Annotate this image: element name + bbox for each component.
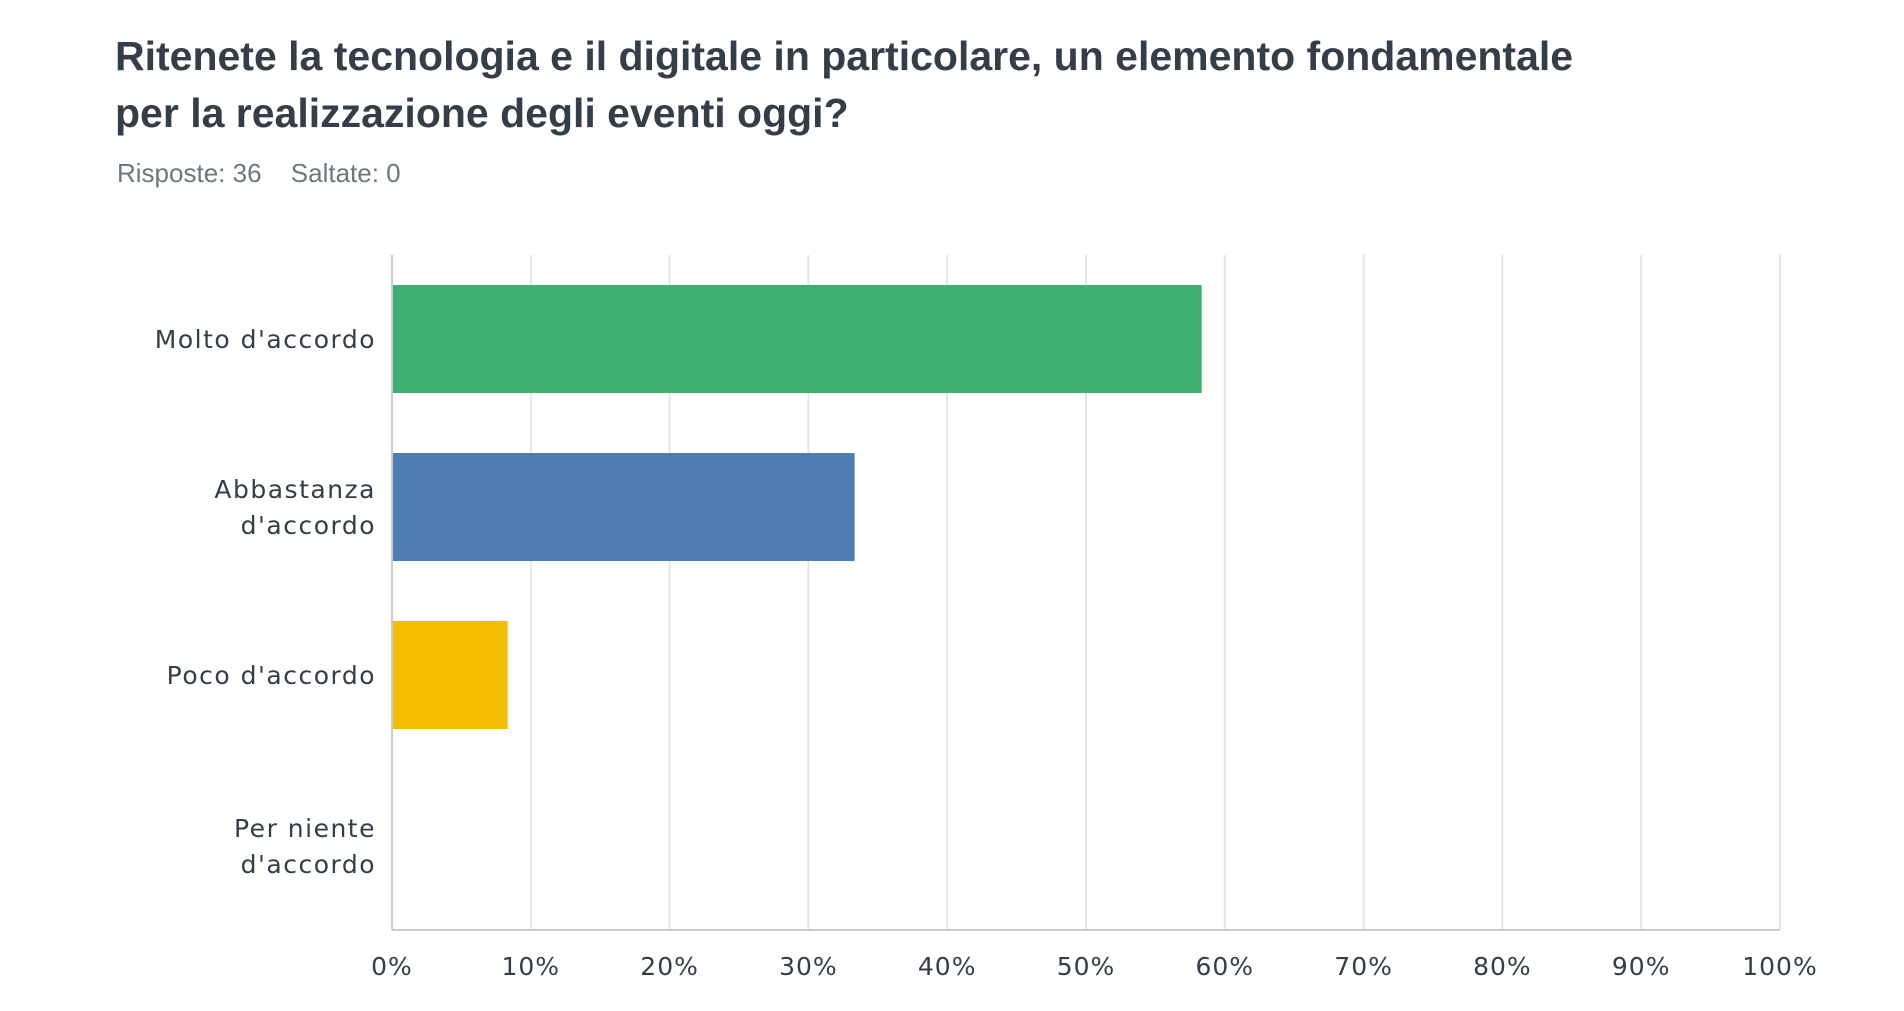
category-label-line: d'accordo — [241, 850, 376, 879]
x-tick-label: 20% — [640, 952, 699, 981]
bar-0 — [392, 285, 1202, 393]
x-tick-label: 90% — [1612, 952, 1671, 981]
category-label-line: Abbastanza — [214, 475, 376, 504]
bars — [392, 285, 1202, 729]
skipped-count: Saltate: 0 — [290, 158, 401, 188]
category-labels: Molto d'accordo Abbastanza d'accordo Poco d… — [155, 325, 376, 879]
category-label: Poco d'accordo — [167, 661, 376, 690]
x-tick-label: 40% — [918, 952, 977, 981]
category-label-line: Molto d'accordo — [155, 325, 376, 354]
response-stats: Risposte: 36 Saltate: 0 — [117, 157, 423, 189]
x-tick-label: 60% — [1196, 952, 1255, 981]
category-label: Abbastanza d'accordo — [214, 475, 376, 540]
x-tick-label: 70% — [1334, 952, 1393, 981]
x-tick-label: 0% — [371, 952, 413, 981]
x-tick-label: 80% — [1473, 952, 1532, 981]
responses-count: Risposte: 36 — [117, 158, 262, 188]
bar-1 — [392, 453, 855, 561]
x-tick-label: 10% — [502, 952, 561, 981]
category-label-line: d'accordo — [241, 511, 376, 540]
category-label: Molto d'accordo — [155, 325, 376, 354]
category-label: Per niente d'accordo — [234, 814, 376, 879]
bar-2 — [392, 621, 508, 729]
gridlines — [529, 255, 1781, 930]
x-tick-label: 100% — [1742, 952, 1817, 981]
x-tick-label: 30% — [779, 952, 838, 981]
axes — [391, 255, 1780, 931]
question-title: Ritenete la tecnologia e il digitale in … — [115, 33, 1574, 136]
category-label-line: Poco d'accordo — [167, 661, 376, 690]
tick-labels: 0% 10% 20% 30% 40% 50% 60% 70% 80% 90% 100% — [371, 952, 1817, 981]
x-tick-label: 50% — [1057, 952, 1116, 981]
category-label-line: Per niente — [234, 814, 376, 843]
